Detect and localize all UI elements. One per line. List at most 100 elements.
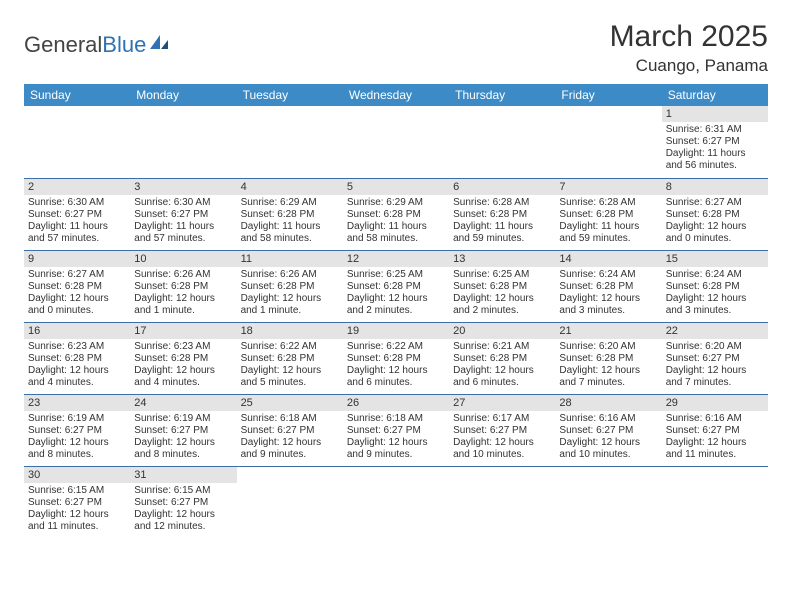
calendar-cell: 15Sunrise: 6:24 AMSunset: 6:28 PMDayligh… (662, 250, 768, 322)
day-data: Sunrise: 6:28 AMSunset: 6:28 PMDaylight:… (555, 195, 661, 248)
day-data: Sunrise: 6:24 AMSunset: 6:28 PMDaylight:… (662, 267, 768, 320)
calendar-cell: 31Sunrise: 6:15 AMSunset: 6:27 PMDayligh… (130, 466, 236, 538)
calendar-row: 2Sunrise: 6:30 AMSunset: 6:27 PMDaylight… (24, 178, 768, 250)
calendar-cell: 30Sunrise: 6:15 AMSunset: 6:27 PMDayligh… (24, 466, 130, 538)
sunrise-text: Sunrise: 6:22 AM (241, 341, 339, 353)
daylight-text: Daylight: 12 hours and 9 minutes. (241, 437, 339, 461)
sunset-text: Sunset: 6:28 PM (134, 281, 232, 293)
calendar-cell: 4Sunrise: 6:29 AMSunset: 6:28 PMDaylight… (237, 178, 343, 250)
day-number: 27 (449, 395, 555, 411)
sunset-text: Sunset: 6:28 PM (666, 281, 764, 293)
header: GeneralBlue March 2025 Cuango, Panama (24, 20, 768, 76)
day-number (130, 106, 236, 122)
sunrise-text: Sunrise: 6:22 AM (347, 341, 445, 353)
sunrise-text: Sunrise: 6:18 AM (347, 413, 445, 425)
day-number: 2 (24, 179, 130, 195)
daylight-text: Daylight: 12 hours and 3 minutes. (666, 293, 764, 317)
calendar-cell: 20Sunrise: 6:21 AMSunset: 6:28 PMDayligh… (449, 322, 555, 394)
sunrise-text: Sunrise: 6:19 AM (134, 413, 232, 425)
daylight-text: Daylight: 12 hours and 5 minutes. (241, 365, 339, 389)
weekday-header-row: Sunday Monday Tuesday Wednesday Thursday… (24, 84, 768, 106)
sunrise-text: Sunrise: 6:27 AM (666, 197, 764, 209)
sunset-text: Sunset: 6:27 PM (134, 209, 232, 221)
calendar-cell (237, 466, 343, 538)
day-number: 30 (24, 467, 130, 483)
sunset-text: Sunset: 6:27 PM (134, 497, 232, 509)
calendar-cell: 14Sunrise: 6:24 AMSunset: 6:28 PMDayligh… (555, 250, 661, 322)
sunrise-text: Sunrise: 6:31 AM (666, 124, 764, 136)
calendar-cell: 29Sunrise: 6:16 AMSunset: 6:27 PMDayligh… (662, 394, 768, 466)
day-number: 10 (130, 251, 236, 267)
day-number: 29 (662, 395, 768, 411)
day-data: Sunrise: 6:29 AMSunset: 6:28 PMDaylight:… (343, 195, 449, 248)
day-number: 20 (449, 323, 555, 339)
sunset-text: Sunset: 6:27 PM (241, 425, 339, 437)
weekday-header: Monday (130, 84, 236, 106)
calendar-row: 16Sunrise: 6:23 AMSunset: 6:28 PMDayligh… (24, 322, 768, 394)
day-data: Sunrise: 6:17 AMSunset: 6:27 PMDaylight:… (449, 411, 555, 464)
sunrise-text: Sunrise: 6:15 AM (134, 485, 232, 497)
day-data: Sunrise: 6:24 AMSunset: 6:28 PMDaylight:… (555, 267, 661, 320)
daylight-text: Daylight: 11 hours and 58 minutes. (241, 221, 339, 245)
day-data: Sunrise: 6:30 AMSunset: 6:27 PMDaylight:… (24, 195, 130, 248)
month-title: March 2025 (610, 20, 768, 54)
calendar-row: 23Sunrise: 6:19 AMSunset: 6:27 PMDayligh… (24, 394, 768, 466)
day-number: 26 (343, 395, 449, 411)
weekday-header: Sunday (24, 84, 130, 106)
sunset-text: Sunset: 6:27 PM (666, 425, 764, 437)
calendar-cell: 12Sunrise: 6:25 AMSunset: 6:28 PMDayligh… (343, 250, 449, 322)
calendar-row: 9Sunrise: 6:27 AMSunset: 6:28 PMDaylight… (24, 250, 768, 322)
sunset-text: Sunset: 6:28 PM (28, 281, 126, 293)
day-data: Sunrise: 6:22 AMSunset: 6:28 PMDaylight:… (237, 339, 343, 392)
sunset-text: Sunset: 6:28 PM (241, 209, 339, 221)
day-data: Sunrise: 6:18 AMSunset: 6:27 PMDaylight:… (237, 411, 343, 464)
day-number: 25 (237, 395, 343, 411)
day-number (662, 467, 768, 483)
day-number: 31 (130, 467, 236, 483)
sunset-text: Sunset: 6:28 PM (453, 281, 551, 293)
day-data: Sunrise: 6:21 AMSunset: 6:28 PMDaylight:… (449, 339, 555, 392)
day-number: 1 (662, 106, 768, 122)
calendar-cell (555, 106, 661, 178)
calendar-cell: 11Sunrise: 6:26 AMSunset: 6:28 PMDayligh… (237, 250, 343, 322)
day-number (449, 467, 555, 483)
calendar-cell: 21Sunrise: 6:20 AMSunset: 6:28 PMDayligh… (555, 322, 661, 394)
day-number: 5 (343, 179, 449, 195)
daylight-text: Daylight: 12 hours and 4 minutes. (28, 365, 126, 389)
calendar-cell: 17Sunrise: 6:23 AMSunset: 6:28 PMDayligh… (130, 322, 236, 394)
sunrise-text: Sunrise: 6:29 AM (241, 197, 339, 209)
sunset-text: Sunset: 6:28 PM (28, 353, 126, 365)
daylight-text: Daylight: 12 hours and 0 minutes. (28, 293, 126, 317)
calendar-cell: 18Sunrise: 6:22 AMSunset: 6:28 PMDayligh… (237, 322, 343, 394)
sunrise-text: Sunrise: 6:23 AM (134, 341, 232, 353)
calendar-cell: 6Sunrise: 6:28 AMSunset: 6:28 PMDaylight… (449, 178, 555, 250)
weekday-header: Thursday (449, 84, 555, 106)
calendar-cell: 23Sunrise: 6:19 AMSunset: 6:27 PMDayligh… (24, 394, 130, 466)
sunset-text: Sunset: 6:28 PM (559, 353, 657, 365)
calendar-cell: 9Sunrise: 6:27 AMSunset: 6:28 PMDaylight… (24, 250, 130, 322)
day-number (343, 106, 449, 122)
sunset-text: Sunset: 6:27 PM (28, 497, 126, 509)
calendar-cell: 13Sunrise: 6:25 AMSunset: 6:28 PMDayligh… (449, 250, 555, 322)
sunrise-text: Sunrise: 6:29 AM (347, 197, 445, 209)
day-number (237, 106, 343, 122)
calendar-cell: 10Sunrise: 6:26 AMSunset: 6:28 PMDayligh… (130, 250, 236, 322)
calendar-cell (343, 466, 449, 538)
daylight-text: Daylight: 11 hours and 56 minutes. (666, 148, 764, 172)
day-number: 19 (343, 323, 449, 339)
day-data: Sunrise: 6:22 AMSunset: 6:28 PMDaylight:… (343, 339, 449, 392)
sunset-text: Sunset: 6:28 PM (241, 281, 339, 293)
day-data: Sunrise: 6:16 AMSunset: 6:27 PMDaylight:… (662, 411, 768, 464)
calendar-row: 1Sunrise: 6:31 AMSunset: 6:27 PMDaylight… (24, 106, 768, 178)
calendar-cell: 25Sunrise: 6:18 AMSunset: 6:27 PMDayligh… (237, 394, 343, 466)
calendar-cell (449, 106, 555, 178)
sunset-text: Sunset: 6:27 PM (559, 425, 657, 437)
calendar-cell: 8Sunrise: 6:27 AMSunset: 6:28 PMDaylight… (662, 178, 768, 250)
day-number (237, 467, 343, 483)
sunset-text: Sunset: 6:27 PM (28, 425, 126, 437)
sunrise-text: Sunrise: 6:24 AM (666, 269, 764, 281)
sunrise-text: Sunrise: 6:16 AM (666, 413, 764, 425)
logo: GeneralBlue (24, 32, 170, 58)
daylight-text: Daylight: 12 hours and 2 minutes. (347, 293, 445, 317)
logo-text-1: General (24, 32, 102, 58)
